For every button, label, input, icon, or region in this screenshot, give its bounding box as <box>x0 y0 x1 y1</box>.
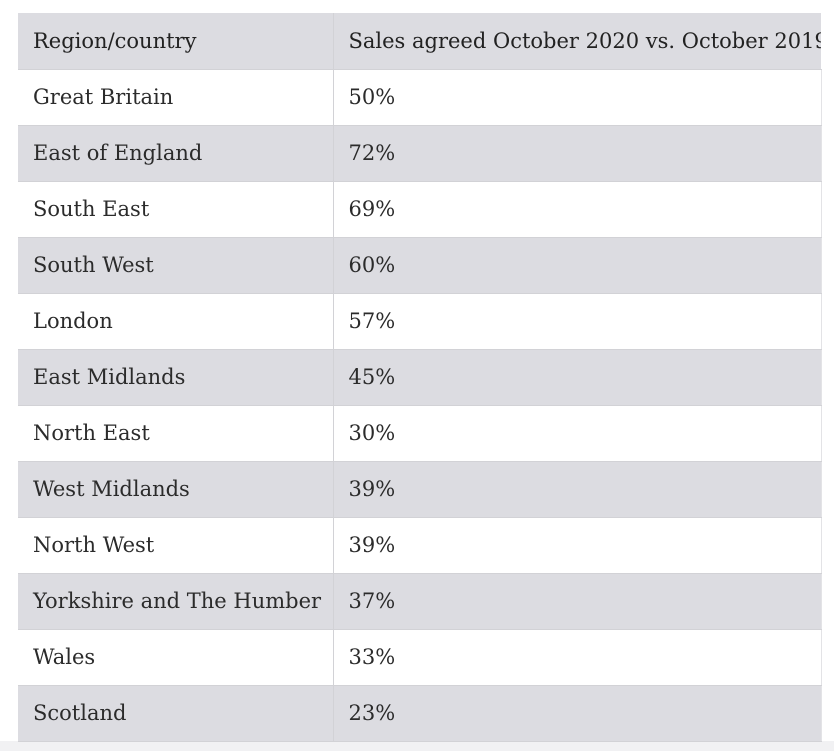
table-body: Great Britain 50% East of England 72% South … <box>18 69 822 742</box>
table-row: South East 69% <box>18 181 822 238</box>
region-cell: South East <box>18 181 334 238</box>
table-row: Scotland 23% <box>18 685 822 742</box>
sales-agreed-cell: 50% <box>333 69 822 126</box>
sales-agreed-cell: 23% <box>333 685 822 742</box>
sales-agreed-cell: 30% <box>333 405 822 462</box>
region-cell: North East <box>18 405 334 462</box>
region-cell: Scotland <box>18 685 334 742</box>
table-row: London 57% <box>18 293 822 350</box>
header-row: Region/country Sales agreed October 2020… <box>18 13 821 70</box>
table-row: North East 30% <box>18 405 822 462</box>
region-cell: East of England <box>18 125 334 182</box>
region-cell: East Midlands <box>18 349 334 406</box>
sales-agreed-cell: 45% <box>333 349 822 406</box>
sales-agreed-cell: 57% <box>333 293 822 350</box>
table-row: Yorkshire and The Humber 37% <box>18 573 822 630</box>
column-header-sales-agreed: Sales agreed October 2020 vs. October 20… <box>333 13 821 70</box>
region-cell: Yorkshire and The Humber <box>18 573 334 630</box>
region-cell: Great Britain <box>18 69 334 126</box>
region-cell: South West <box>18 237 334 294</box>
table-row: East of England 72% <box>18 125 822 182</box>
sales-agreed-cell: 60% <box>333 237 822 294</box>
region-cell: London <box>18 293 334 350</box>
region-cell: Wales <box>18 629 334 686</box>
sales-agreed-cell: 72% <box>333 125 822 182</box>
region-cell: West Midlands <box>18 461 334 518</box>
table-row: East Midlands 45% <box>18 349 822 406</box>
page-bottom-strip <box>0 741 834 751</box>
table-row: Wales 33% <box>18 629 822 686</box>
table-row: South West 60% <box>18 237 822 294</box>
sales-agreed-cell: 69% <box>333 181 822 238</box>
sales-agreed-cell: 33% <box>333 629 822 686</box>
region-cell: North West <box>18 517 334 574</box>
table-row: West Midlands 39% <box>18 461 822 518</box>
sales-agreed-cell: 39% <box>333 517 822 574</box>
column-header-region: Region/country <box>18 13 334 70</box>
table-row: North West 39% <box>18 517 822 574</box>
table-header: Region/country Sales agreed October 2020… <box>18 13 821 70</box>
sales-table: Region/country Sales agreed October 2020… <box>18 13 822 742</box>
sales-agreed-cell: 39% <box>333 461 822 518</box>
sales-agreed-cell: 37% <box>333 573 822 630</box>
table-row: Great Britain 50% <box>18 69 822 126</box>
